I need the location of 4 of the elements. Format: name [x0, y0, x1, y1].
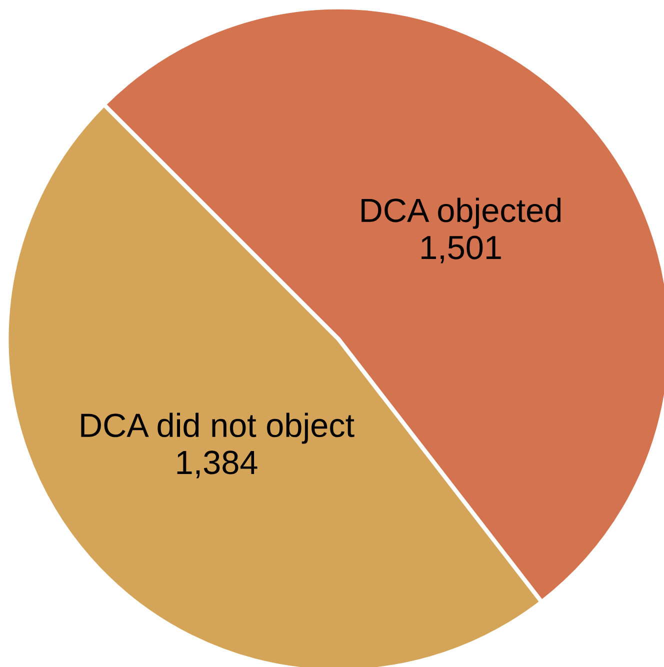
slice-label: DCA did not object [81, 412, 354, 444]
slice-label: DCA objected [362, 198, 561, 229]
data-label: 1,501 [422, 236, 501, 264]
data-label: 1,384 [177, 450, 258, 478]
